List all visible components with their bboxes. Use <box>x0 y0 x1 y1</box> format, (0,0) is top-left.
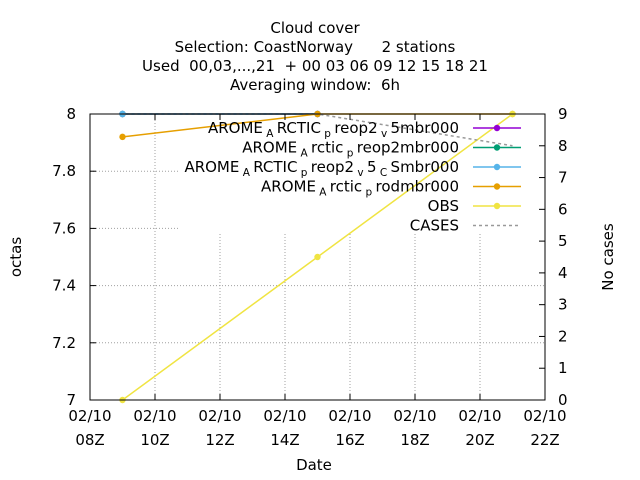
legend-label-part: RCTIC <box>277 119 321 137</box>
y-axis-label: octas <box>7 237 25 277</box>
legend-label-part: Smbr000 <box>391 158 459 176</box>
data-point <box>314 253 321 261</box>
y2-axis-label: No cases <box>599 223 617 291</box>
x-tick-label-date: 02/10 <box>133 407 176 425</box>
y2-tick-label: 1 <box>558 359 568 377</box>
legend-label: AROME A rctic p rodmbr000 <box>261 178 459 199</box>
legend-label-part: AROME <box>242 139 297 157</box>
legend-swatch-point <box>493 183 501 190</box>
legend-label-part: A <box>263 128 277 140</box>
x-tick-label-date: 02/10 <box>393 407 436 425</box>
legend-label-part: p <box>343 148 356 160</box>
title-line-4: Averaging window: 6h <box>230 76 400 94</box>
x-tick-label-hour: 20Z <box>465 431 494 449</box>
axis-ticks: 02/10 08Z 02/10 10Z 02/10 12Z 02/10 14Z 02/10 16Z… <box>52 105 567 449</box>
legend-label-part: A <box>239 167 253 179</box>
x-tick-label-hour: 10Z <box>140 431 169 449</box>
legend-label-part: 5mbr000 <box>391 119 459 137</box>
chart-title: Cloud cover Selection: CoastNorway 2 sta… <box>142 19 488 94</box>
x-tick-label-date: 02/10 <box>68 407 111 425</box>
legend-label-part: v <box>354 167 367 179</box>
x-tick-label-hour: 14Z <box>270 431 299 449</box>
legend-label: AROME A RCTIC p reop2 v 5 C Smbr000 <box>184 158 459 179</box>
x-tick-label-date: 02/10 <box>523 407 566 425</box>
y2-tick-label: 7 <box>558 169 568 187</box>
x-tick-label-hour: 18Z <box>400 431 429 449</box>
x-tick-label-date: 02/10 <box>263 407 306 425</box>
x-tick-label-hour: 08Z <box>75 431 104 449</box>
legend-label-part: CASES <box>410 217 459 235</box>
data-point <box>119 133 126 141</box>
legend-swatch-point <box>493 124 501 132</box>
legend-label-part: AROME <box>261 178 316 196</box>
y2-tick-label: 6 <box>558 200 568 218</box>
title-line-2: Selection: CoastNorway 2 stations <box>175 38 456 56</box>
y-tick-label: 7.8 <box>52 162 76 180</box>
y-tick-label: 8 <box>66 105 76 123</box>
y2-tick-label: 4 <box>558 264 568 282</box>
y-tick-label: 7.2 <box>52 334 76 352</box>
y2-tick-label: 3 <box>558 296 568 314</box>
legend-label-part: v <box>378 128 391 140</box>
x-tick-label-date: 02/10 <box>328 407 371 425</box>
legend-label-part: p <box>362 187 375 199</box>
x-tick-label-hour: 16Z <box>335 431 364 449</box>
legend-label-part: p <box>321 128 334 140</box>
legend-label-part: AROME <box>208 119 263 137</box>
legend-label-part: reop2 <box>311 158 354 176</box>
y-tick-label: 7 <box>66 391 76 409</box>
legend-label-part: p <box>297 167 310 179</box>
title-line-3: Used 00,03,...,21 + 00 03 06 09 12 15 18… <box>142 57 488 75</box>
legend-label: AROME A RCTIC p reop2 v 5mbr000 <box>208 119 459 140</box>
legend-label-part: A <box>297 148 311 160</box>
legend-label-part: rodmbr000 <box>376 178 459 196</box>
legend-label-part: 5 <box>367 158 377 176</box>
legend-swatch-point <box>493 144 501 151</box>
y2-tick-label: 9 <box>558 105 568 123</box>
y-tick-label: 7.6 <box>52 219 76 237</box>
legend-label-part: AROME <box>184 158 239 176</box>
legend-swatch-point <box>493 202 501 210</box>
plot-border <box>89 113 546 401</box>
legend-label-part: C <box>377 167 391 179</box>
legend-label-part: rctic <box>311 139 343 157</box>
y2-tick-label: 8 <box>558 137 568 155</box>
legend-label-part: reop2 <box>334 119 377 137</box>
legend-label-part: A <box>316 187 330 199</box>
grid <box>90 114 545 400</box>
y2-tick-label: 2 <box>558 327 568 345</box>
y2-tick-label: 5 <box>558 232 568 250</box>
x-tick-label-date: 02/10 <box>198 407 241 425</box>
x-tick-label-date: 02/10 <box>458 407 501 425</box>
legend-label-part: reop2mbr000 <box>357 139 459 157</box>
x-tick-label-hour: 12Z <box>205 431 234 449</box>
legend-label: OBS <box>428 197 459 215</box>
y2-tick-label: 0 <box>558 391 568 409</box>
title-line-1: Cloud cover <box>270 19 360 37</box>
legend-swatch-point <box>493 163 501 171</box>
legend-label-part: OBS <box>428 197 459 215</box>
legend-label-part: rctic <box>330 178 362 196</box>
legend-label: AROME A rctic p reop2mbr000 <box>242 139 459 160</box>
legend-label-part: RCTIC <box>253 158 297 176</box>
legend-label: CASES <box>410 217 459 235</box>
x-tick-label-hour: 22Z <box>530 431 559 449</box>
y-tick-label: 7.4 <box>52 277 76 295</box>
x-axis-label: Date <box>296 456 332 474</box>
